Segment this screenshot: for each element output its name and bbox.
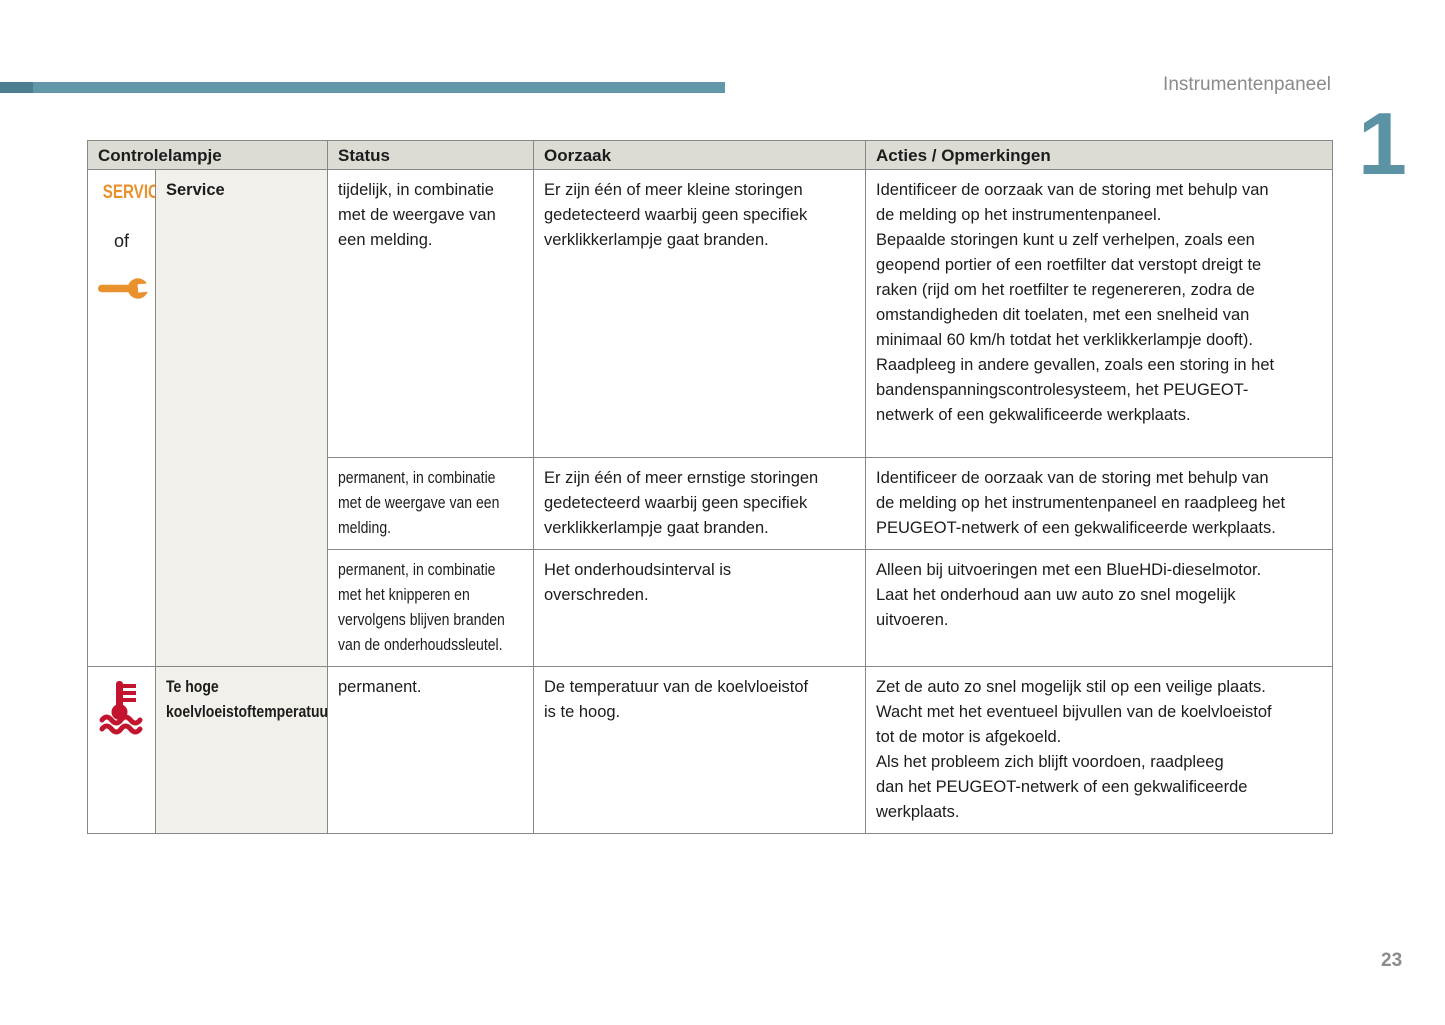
status-cell: permanent, in combinatie met de weergave… — [327, 457, 534, 550]
actions-cell: Alleen bij uitvoeringen met een BlueHDi-… — [865, 549, 1333, 667]
cause-cell: Er zijn één of meer ernstige storingen g… — [533, 457, 866, 550]
status-cell: permanent, in combinatie met het knipper… — [327, 549, 534, 667]
column-header-acties: Acties / Opmerkingen — [865, 140, 1333, 170]
or-label: of — [113, 231, 129, 251]
chapter-number: 1 — [1358, 94, 1407, 193]
coolant-label-cell: Te hoge koelvloeistoftemperatuur — [155, 666, 328, 834]
coolant-temperature-icon — [98, 679, 145, 743]
cause-cell: De temperatuur van de koelvloeistof is t… — [533, 666, 866, 834]
cause-cell: Er zijn één of meer kleine storingen ged… — [533, 169, 866, 458]
cause-cell: Het onderhoudsinterval is overschreden. — [533, 549, 866, 667]
actions-cell: Identificeer de oorzaak van de storing m… — [865, 169, 1333, 458]
table-header-row: Controlelampje Status Oorzaak Acties / O… — [87, 140, 1333, 170]
actions-cell: Zet de auto zo snel mogelijk stil op een… — [865, 666, 1333, 834]
warning-lights-table: Controlelampje Status Oorzaak Acties / O… — [87, 140, 1333, 834]
column-header-status: Status — [327, 140, 534, 170]
coolant-lamp-cell — [87, 666, 156, 834]
service-lamp-cell: SERVICE of — [87, 169, 156, 667]
service-label-cell: Service — [155, 169, 328, 667]
service-text-lamp: SERVICE — [102, 182, 155, 203]
table-row: SERVICE of Service tijdelijk, in combina… — [87, 169, 1333, 667]
page-header-title: Instrumentenpaneel — [1163, 74, 1331, 95]
column-header-controlelampje: Controlelampje — [87, 140, 328, 170]
actions-cell: Identificeer de oorzaak van de storing m… — [865, 457, 1333, 550]
status-cell: tijdelijk, in combinatie met de weergave… — [327, 169, 534, 458]
status-cell: permanent. — [327, 666, 534, 834]
lamp-name: Service — [166, 181, 225, 199]
table-row: permanent, in combinatie met het knipper… — [88, 549, 1333, 667]
table-row: Te hoge koelvloeistoftemperatuur permane… — [87, 666, 1333, 834]
page-number: 23 — [1381, 950, 1403, 971]
table-row: permanent, in combinatie met de weergave… — [88, 457, 1333, 550]
wrench-icon — [98, 276, 152, 309]
header-accent-bar — [33, 82, 725, 93]
lamp-name: Te hoge koelvloeistoftemperatuur — [166, 678, 328, 721]
header-accent-bar-dark — [0, 82, 37, 93]
column-header-oorzaak: Oorzaak — [533, 140, 866, 170]
